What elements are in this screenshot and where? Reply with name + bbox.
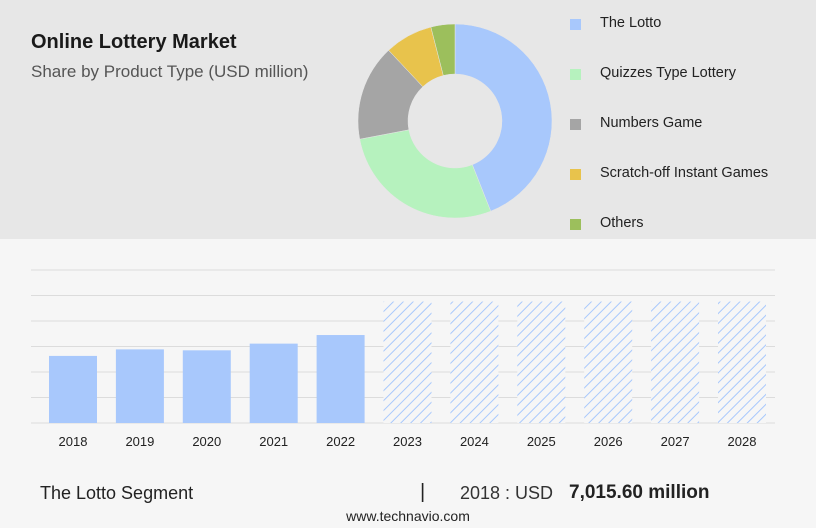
bar-2022 bbox=[316, 335, 365, 423]
donut-slice-4 bbox=[430, 23, 456, 76]
forecast-bar-2025 bbox=[517, 301, 566, 423]
x-tick-label: 2026 bbox=[594, 434, 623, 449]
x-tick-label: 2020 bbox=[192, 434, 221, 449]
legend-swatch bbox=[570, 119, 581, 130]
source-url[interactable]: www.technavio.com bbox=[346, 508, 470, 524]
forecast-bar-2023 bbox=[383, 301, 432, 423]
x-tick-label: 2022 bbox=[326, 434, 355, 449]
footer-year-text: 2018 : USD bbox=[460, 483, 554, 503]
donut-slice-0 bbox=[454, 23, 553, 212]
legend-label: Scratch-off Instant Games bbox=[600, 165, 769, 181]
legend-swatch bbox=[570, 69, 581, 80]
x-tick-label: 2021 bbox=[259, 434, 288, 449]
legend-label: Others bbox=[600, 215, 644, 231]
segment-label: The Lotto Segment bbox=[40, 483, 194, 503]
x-tick-label: 2023 bbox=[393, 434, 422, 449]
forecast-bar-2027 bbox=[651, 301, 700, 423]
forecast-bar-2026 bbox=[584, 301, 633, 423]
x-tick-label: 2027 bbox=[661, 434, 690, 449]
forecast-bar-2028 bbox=[718, 301, 766, 423]
bar-2018 bbox=[49, 355, 97, 423]
legend-label: Numbers Game bbox=[600, 115, 703, 131]
x-tick-label: 2028 bbox=[728, 434, 757, 449]
donut-slice-1 bbox=[359, 129, 492, 219]
forecast-bar-2024 bbox=[450, 301, 499, 423]
x-tick-label: 2025 bbox=[527, 434, 556, 449]
donut-chart bbox=[357, 23, 553, 219]
bar-2020 bbox=[182, 350, 231, 423]
legend-label: Quizzes Type Lottery bbox=[600, 65, 736, 81]
x-tick-label: 2018 bbox=[59, 434, 88, 449]
x-tick-label: 2024 bbox=[460, 434, 489, 449]
bar-2021 bbox=[249, 343, 298, 423]
bar-2019 bbox=[115, 349, 164, 423]
legend-label: The Lotto bbox=[600, 15, 662, 31]
footer-separator: | bbox=[420, 481, 426, 503]
chart-subtitle: Share by Product Type (USD million) bbox=[31, 62, 309, 81]
legend-swatch bbox=[570, 169, 581, 180]
legend-swatch bbox=[570, 219, 581, 230]
bar-chart: 2018 2019 2020 2021 2022 2023 2024 2025 2026 2027… bbox=[31, 269, 775, 449]
chart-title: Online Lottery Market bbox=[31, 31, 237, 53]
x-tick-label: 2019 bbox=[125, 434, 154, 449]
footer-value-text: 7,015.60 million bbox=[569, 482, 710, 503]
legend-swatch bbox=[570, 19, 581, 30]
